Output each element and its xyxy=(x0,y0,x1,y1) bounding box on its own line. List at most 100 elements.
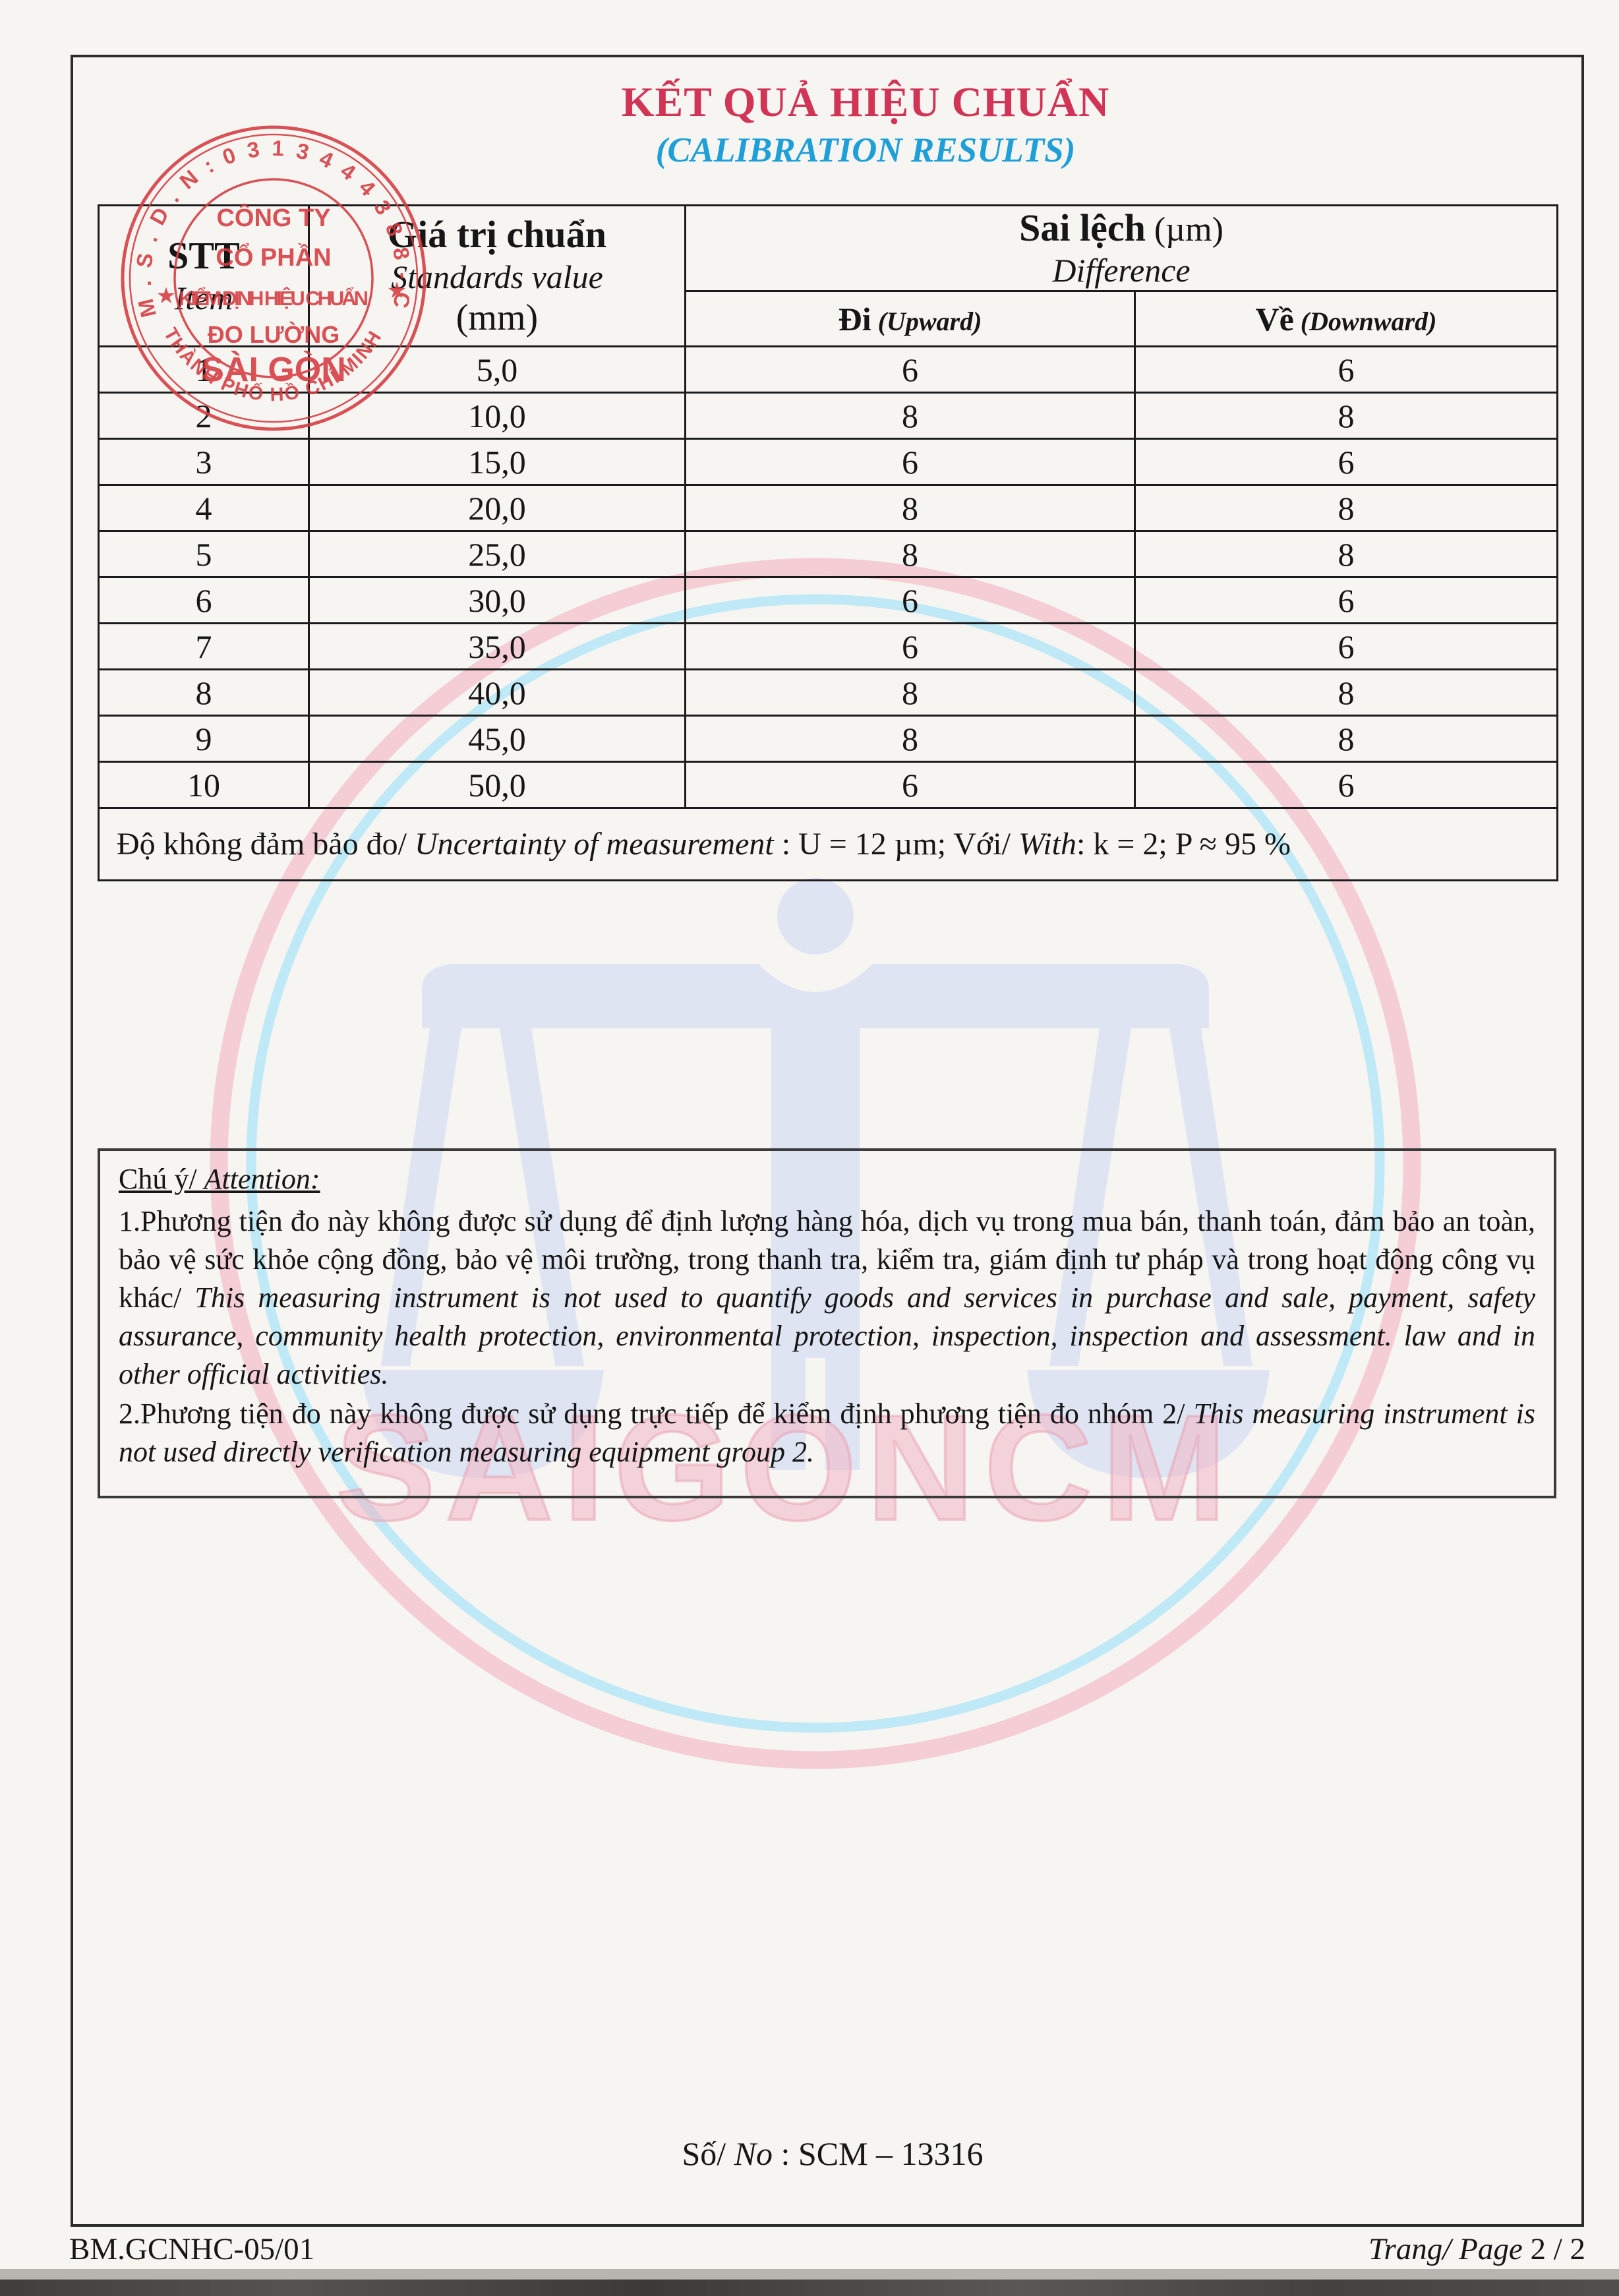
col-header-standard-unit: (mm) xyxy=(456,297,539,338)
col-header-standard-en: Standards value xyxy=(391,258,603,295)
table-cell-standard: 50,0 xyxy=(308,761,686,809)
table-cell-downward: 6 xyxy=(1134,761,1558,809)
col-header-item-vi: STT xyxy=(167,234,240,278)
page-subtitle: (CALIBRATION RESULTS) xyxy=(655,131,1076,169)
table-row: 1 5,0 6 6 xyxy=(98,345,1558,394)
attention-note-2: 2.Phương tiện đo này không được sử dụng … xyxy=(119,1395,1535,1471)
certificate-number-value: : SCM – 13316 xyxy=(773,2135,984,2172)
table-cell-upward: 8 xyxy=(684,484,1136,532)
col-header-downward-en: (Downward) xyxy=(1293,306,1437,336)
col-header-downward-vi: Về xyxy=(1255,300,1294,338)
uncertainty-with: With xyxy=(1018,827,1076,862)
page-footer: BM.GCNHC-05/01 Trang/ Page 2 / 2 xyxy=(69,2231,1585,2267)
table-cell-upward: 6 xyxy=(684,438,1136,486)
uncertainty-en: Uncertainty of measurement xyxy=(414,827,774,862)
stamp-rings xyxy=(121,125,427,431)
col-header-standard: Giá trị chuẩn Standards value (mm) xyxy=(308,204,686,347)
company-round-stamp: M.S.D.N:0313444388-C.T.C.P THÀNH PHỐ HỒ … xyxy=(121,125,427,431)
page-indicator-en: Page xyxy=(1459,2232,1523,2266)
table-cell-upward: 6 xyxy=(684,576,1136,624)
page-indicator: Trang/ Page 2 / 2 xyxy=(1369,2231,1585,2267)
table-row: 10 50,0 6 6 xyxy=(98,761,1558,809)
stamp-line-saigon: SÀI GÒN xyxy=(201,351,346,389)
table-cell-upward: 6 xyxy=(684,761,1136,809)
col-header-standard-vi: Giá trị chuẩn xyxy=(388,213,606,256)
stamp-line-kiemdinh: KIỂM ĐỊNH HIỆU CHUẨN xyxy=(179,286,368,310)
stamp-line-congty: CÔNG TY xyxy=(216,202,330,232)
table-row: 9 45,0 8 8 xyxy=(98,715,1558,763)
table-cell-downward: 6 xyxy=(1134,576,1558,624)
attention-note-2-en: This measuring instrument is not used di… xyxy=(119,1398,1536,1468)
table-cell-downward: 6 xyxy=(1134,438,1558,486)
table-cell-downward: 8 xyxy=(1134,484,1558,532)
table-row: 2 10,0 8 8 xyxy=(98,392,1558,440)
table-cell-downward: 8 xyxy=(1134,668,1558,717)
page-indicator-num: 2 / 2 xyxy=(1522,2232,1585,2266)
attention-heading: Chú ý/ Attention: xyxy=(119,1160,320,1198)
certificate-number: Số/ No : SCM – 13316 xyxy=(79,2134,1586,2173)
table-cell-stt: 5 xyxy=(98,530,310,578)
uncertainty-row: Độ không đảm bảo đo/ Uncertainty of meas… xyxy=(98,807,1558,881)
uncertainty-tail: : k = 2; P ≈ 95 % xyxy=(1076,827,1291,862)
table-cell-downward: 8 xyxy=(1134,392,1558,440)
col-header-upward-vi: Đi xyxy=(838,300,871,338)
scan-edge-light-band xyxy=(0,2269,1619,2280)
table-cell-upward: 6 xyxy=(684,622,1136,670)
table-cell-downward: 6 xyxy=(1134,345,1558,394)
table-row: 8 40,0 8 8 xyxy=(98,668,1558,717)
col-header-difference-en: Difference xyxy=(1052,251,1191,289)
table-cell-stt: 6 xyxy=(98,576,310,624)
table-cell-downward: 6 xyxy=(1134,622,1558,670)
table-cell-stt: 9 xyxy=(98,715,310,763)
table-cell-standard: 40,0 xyxy=(308,668,686,717)
attention-note-1-vi: 1.Phương tiện đo này không được sử dụng … xyxy=(119,1205,1535,1314)
stamp-line-cophan: CỔ PHẦN xyxy=(216,242,331,272)
table-row: 6 30,0 6 6 xyxy=(98,576,1558,624)
uncertainty-value: : U = 12 µm; Với/ xyxy=(773,827,1018,862)
page-indicator-vi: Trang/ xyxy=(1368,2232,1459,2266)
col-header-difference-vi: Sai lệch xyxy=(1019,206,1146,250)
form-code: BM.GCNHC-05/01 xyxy=(69,2232,315,2266)
uncertainty-cell: Độ không đảm bảo đo/ Uncertainty of meas… xyxy=(98,807,1558,881)
table-cell-stt: 3 xyxy=(98,438,310,486)
table-cell-stt: 2 xyxy=(98,392,310,440)
stamp-line-doluong: ĐO LƯỜNG xyxy=(208,320,340,348)
certificate-number-vi: Số/ xyxy=(682,2135,734,2172)
table-cell-upward: 8 xyxy=(684,530,1136,578)
table-cell-standard: 5,0 xyxy=(308,345,686,394)
table-cell-standard: 20,0 xyxy=(308,484,686,532)
table-row: 3 15,0 6 6 xyxy=(98,438,1558,486)
attention-note-1-en: This measuring instrument is not used to… xyxy=(119,1281,1535,1390)
attention-heading-vi: Chú ý/ xyxy=(119,1163,204,1195)
table-row: 5 25,0 8 8 xyxy=(98,530,1558,578)
uncertainty-vi: Độ không đảm bảo đo/ xyxy=(117,827,415,862)
certificate-number-en: No xyxy=(734,2135,773,2172)
col-header-upward: Đi (Upward) xyxy=(684,290,1136,347)
stamp-star-right-icon: ★ xyxy=(387,278,407,303)
table-row: 4 20,0 8 8 xyxy=(98,484,1558,532)
table-cell-upward: 8 xyxy=(684,668,1136,717)
attention-box: Chú ý/ Attention: 1.Phương tiện đo này k… xyxy=(98,1148,1556,1498)
table-cell-standard: 25,0 xyxy=(308,530,686,578)
stamp-star-left-icon: ★ xyxy=(156,283,176,309)
table-cell-upward: 8 xyxy=(684,715,1136,763)
attention-note-1: 1.Phương tiện đo này không được sử dụng … xyxy=(119,1202,1535,1394)
table-cell-stt: 1 xyxy=(98,345,310,394)
table-cell-stt: 4 xyxy=(98,484,310,532)
table-cell-upward: 8 xyxy=(684,392,1136,440)
watermark-text: SAIGONCM xyxy=(336,1384,1236,1552)
col-header-difference-unit: (µm) xyxy=(1145,211,1223,249)
scales-of-justice-watermark-icon xyxy=(361,878,1270,1478)
document-header: KẾT QUẢ HIỆU CHUẨN (CALIBRATION RESULTS) xyxy=(112,78,1619,170)
table-cell-standard: 35,0 xyxy=(308,622,686,670)
table-cell-standard: 45,0 xyxy=(308,715,686,763)
table-cell-downward: 8 xyxy=(1134,715,1558,763)
scan-edge-dark-band xyxy=(0,2280,1619,2296)
table-cell-stt: 8 xyxy=(98,668,310,717)
table-cell-upward: 6 xyxy=(684,345,1136,394)
table-row: 7 35,0 6 6 xyxy=(98,622,1558,670)
table-cell-stt: 10 xyxy=(98,761,310,809)
col-header-upward-en: (Upward) xyxy=(871,306,982,336)
calibration-table: STT Item Giá trị chuẩn Standards value (… xyxy=(98,204,1558,881)
attention-heading-en: Attention: xyxy=(204,1163,320,1195)
